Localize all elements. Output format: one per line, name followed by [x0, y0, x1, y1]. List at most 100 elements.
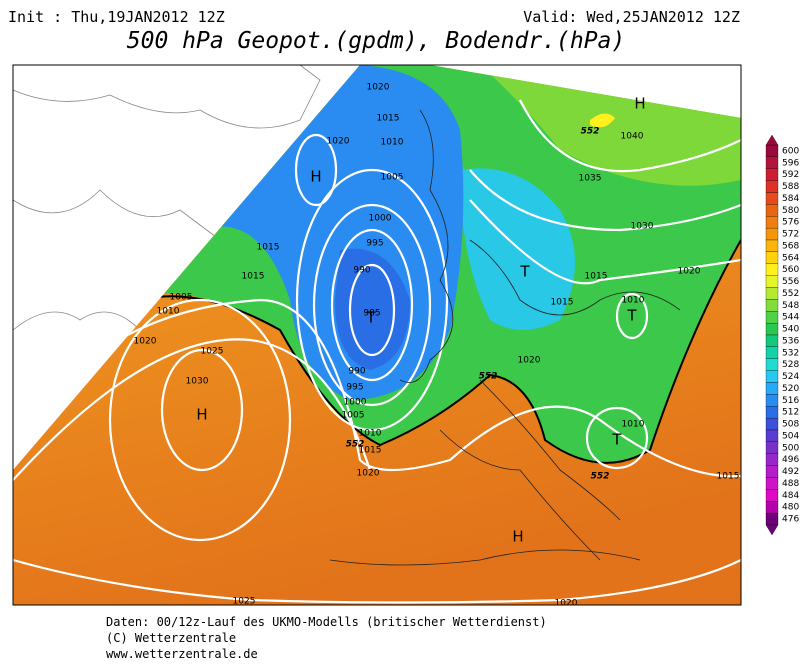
isobars: [13, 99, 741, 604]
colorbar-label: 576: [782, 218, 799, 228]
colorbar-label: 544: [782, 313, 799, 323]
footer-source: Daten: 00/12z-Lauf des UKMO-Modells (bri…: [106, 615, 547, 629]
colorbar-label: 488: [782, 479, 799, 489]
field-yellow-spot: [590, 113, 615, 128]
colorbar-segment: [765, 192, 779, 205]
colorbar-label: 580: [782, 206, 799, 216]
colorbar-label: 476: [782, 515, 799, 525]
colorbar-segment: [765, 406, 779, 419]
isobar-label: 985: [363, 309, 380, 319]
valid-time: Valid: Wed,25JAN2012 12Z: [523, 8, 740, 26]
colorbar-segment: [765, 394, 779, 407]
colorbar-label: 588: [782, 182, 799, 192]
colorbar-segment: [765, 216, 779, 229]
colorbar-segment: [765, 263, 779, 276]
isobar-label: 1000: [344, 398, 367, 408]
colorbar-segment: [765, 204, 779, 217]
isobar-label: 1005: [170, 293, 193, 303]
coastlines-outside: [12, 64, 321, 331]
colorbar-top-tip: [765, 134, 779, 146]
isobar-label: 1010: [622, 296, 645, 306]
geopotential-label: 552: [591, 472, 610, 482]
colorbar-label: 560: [782, 265, 799, 275]
colorbar-segment: [765, 382, 779, 395]
colorbar-segment: [765, 322, 779, 336]
colorbar-label: 564: [782, 253, 799, 263]
colorbar-segment: [765, 346, 779, 359]
isobar-label: 1020: [367, 83, 390, 93]
isobar-label: 1010: [381, 138, 404, 148]
colorbar-label: 540: [782, 325, 799, 335]
colorbar-label: 500: [782, 443, 799, 453]
isobar-label: 1015: [551, 298, 574, 308]
init-time: Init : Thu,19JAN2012 12Z: [8, 8, 225, 26]
geopotential-label: 552: [581, 127, 600, 137]
colorbar-segment: [765, 453, 779, 466]
colorbar-segment: [765, 156, 779, 169]
colorbar-label: 572: [782, 230, 799, 240]
colorbar-label: 524: [782, 372, 799, 382]
colorbar-label: 536: [782, 336, 799, 346]
colorbar-segment: [765, 239, 779, 253]
colorbar-label: 496: [782, 455, 799, 465]
coastlines: [329, 109, 681, 566]
geopotential-label: 552: [346, 440, 365, 450]
colorbar-segment: [765, 429, 779, 443]
colorbar-label: 592: [782, 170, 799, 180]
colorbar-bottom-tip: [765, 524, 779, 536]
isobar-label: 1030: [631, 222, 654, 232]
isobar-label: 1005: [381, 173, 404, 183]
colorbar-segment: [765, 512, 779, 526]
isobar-label: 1010: [359, 429, 382, 439]
isobar-label: 995: [366, 239, 383, 249]
colorbar-label: 480: [782, 503, 799, 513]
isobar-label: 995: [346, 383, 363, 393]
colorbar-label: 508: [782, 420, 799, 430]
map: 1020 1015 1020 1010 1005 1000 995 990 985 990 995 1…: [12, 64, 742, 609]
isobar-label: 1020: [555, 599, 578, 609]
colorbar-segment: [765, 465, 779, 478]
colorbar-segment: [765, 501, 779, 514]
colorbar-segment: [765, 489, 779, 502]
colorbar-segment: [765, 227, 779, 241]
colorbar-label: 516: [782, 396, 799, 406]
colorbar-label: 504: [782, 431, 799, 441]
pressure-center: T: [519, 263, 530, 281]
colorbar-label: 484: [782, 491, 799, 501]
isobar-label: 1015: [585, 272, 608, 282]
colorbar-segment: [765, 275, 779, 288]
colorbar-label: 568: [782, 241, 799, 251]
pressure-center: H: [512, 528, 523, 546]
isobar-label: 1015: [359, 446, 382, 456]
isobar-label: 1020: [678, 267, 701, 277]
field-cyan: [460, 168, 575, 330]
isobar-label: 1025: [201, 347, 224, 357]
colorbar-segment: [765, 311, 779, 324]
pressure-center: T: [626, 307, 637, 325]
footer-copyright: (C) Wetterzentrale: [106, 631, 236, 645]
colorbar-segment: [765, 168, 779, 181]
colorbar-label: 548: [782, 301, 799, 311]
isobar-label: 1020: [134, 337, 157, 347]
colorbar-label: 556: [782, 277, 799, 287]
isobar-label: 1015: [377, 114, 400, 124]
isobar-label: 1000: [369, 214, 392, 224]
colorbar-label: 600: [782, 146, 799, 156]
colorbar-segment: [765, 251, 779, 264]
pressure-center: H: [196, 406, 207, 424]
geopotential-label: 552: [479, 372, 498, 382]
isobar-label: 1015: [257, 243, 280, 253]
isobar-label: 990: [353, 266, 370, 276]
colorbar-segment: [765, 477, 779, 490]
contour-552: [139, 239, 741, 464]
isobar-label: 1005: [342, 411, 365, 421]
colorbar-label: 596: [782, 158, 799, 168]
colorbar-label: 584: [782, 194, 799, 204]
colorbar-label: 532: [782, 348, 799, 358]
colorbar-segment: [765, 370, 779, 383]
pressure-center: H: [310, 168, 321, 186]
isobar-label: 1020: [518, 356, 541, 366]
colorbar-label: 552: [782, 289, 799, 299]
